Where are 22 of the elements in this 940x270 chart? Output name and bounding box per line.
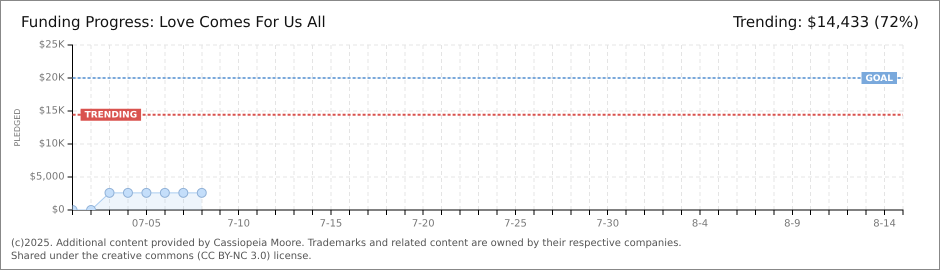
x-tick-label: 8-9 [784, 218, 800, 230]
text: Shared under the creative commons (CC BY-NC 3.0) license. [11, 250, 313, 263]
x-tick-label: 7-10 [227, 218, 250, 230]
y-tick-label: $20K [38, 72, 66, 84]
y-tick-label: $10K [38, 138, 66, 150]
ref-line-label: GOAL [866, 74, 894, 84]
y-axis-title: PLEDGED [12, 108, 22, 146]
text: Trending: $14,433 (72%) [733, 13, 919, 31]
x-tick-label: 8-14 [873, 218, 896, 230]
x-tick-label: 7-25 [504, 218, 527, 230]
x-tick-label: 7-20 [412, 218, 435, 230]
y-tick-label: $15K [38, 106, 66, 117]
x-tick-label: 8-4 [692, 218, 708, 230]
text: (c)2025. Additional content provided by Cassiopeia Moore. Trademarks and related content are owned by their respective companies. [11, 237, 682, 250]
ref-line-label: TRENDING [84, 110, 138, 121]
x-tick-label: 7-30 [596, 218, 620, 230]
chart-title: Funding Progress: Love Comes For Us All [21, 13, 326, 31]
x-tick-label: 07-05 [132, 218, 161, 230]
y-tick-label: $0 [52, 204, 65, 216]
x-tick-label: 7-15 [320, 218, 342, 230]
y-tick-label: $5,000 [30, 172, 65, 183]
y-tick-label: $25K [38, 40, 66, 51]
